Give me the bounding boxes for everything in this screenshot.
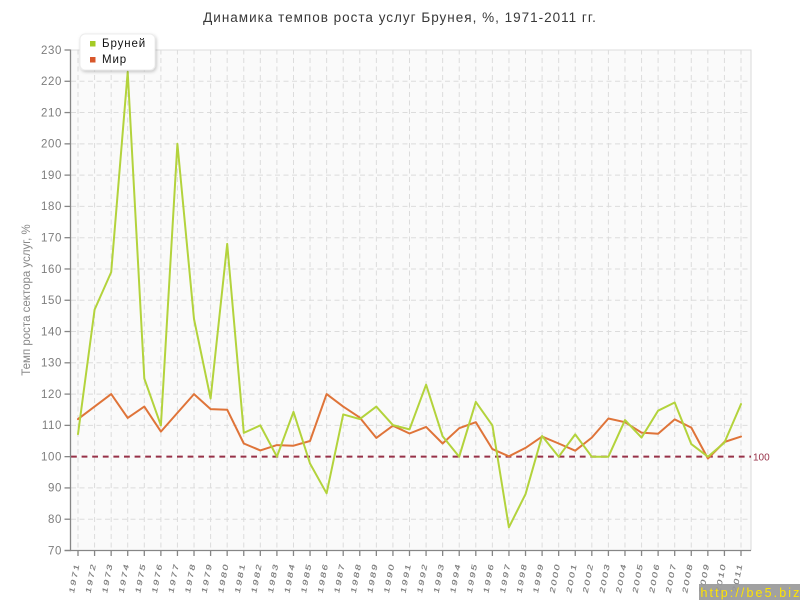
svg-text:210: 210 xyxy=(41,107,62,119)
svg-text:130: 130 xyxy=(41,358,62,370)
svg-text:230: 230 xyxy=(41,45,62,57)
svg-text:Темп роста сектора услуг, %: Темп роста сектора услуг, % xyxy=(21,224,33,375)
svg-text:190: 190 xyxy=(41,170,62,182)
svg-text:http://be5.biz/: http://be5.biz/ xyxy=(701,586,800,600)
svg-text:Динамика темпов роста услуг Бр: Динамика темпов роста услуг Брунея, %, 1… xyxy=(203,10,597,25)
svg-text:Мир: Мир xyxy=(102,54,127,66)
svg-text:200: 200 xyxy=(41,139,62,151)
svg-text:110: 110 xyxy=(42,420,62,432)
svg-text:140: 140 xyxy=(41,326,62,338)
svg-text:80: 80 xyxy=(48,514,62,526)
svg-text:160: 160 xyxy=(41,264,62,276)
svg-text:90: 90 xyxy=(48,483,62,495)
svg-text:180: 180 xyxy=(41,201,62,213)
svg-text:120: 120 xyxy=(41,389,62,401)
svg-text:150: 150 xyxy=(41,295,62,307)
svg-text:220: 220 xyxy=(41,76,62,88)
svg-text:170: 170 xyxy=(41,233,62,245)
svg-text:100: 100 xyxy=(753,452,770,463)
svg-text:Бруней: Бруней xyxy=(102,38,146,50)
svg-text:100: 100 xyxy=(41,452,62,464)
svg-text:70: 70 xyxy=(48,545,62,557)
